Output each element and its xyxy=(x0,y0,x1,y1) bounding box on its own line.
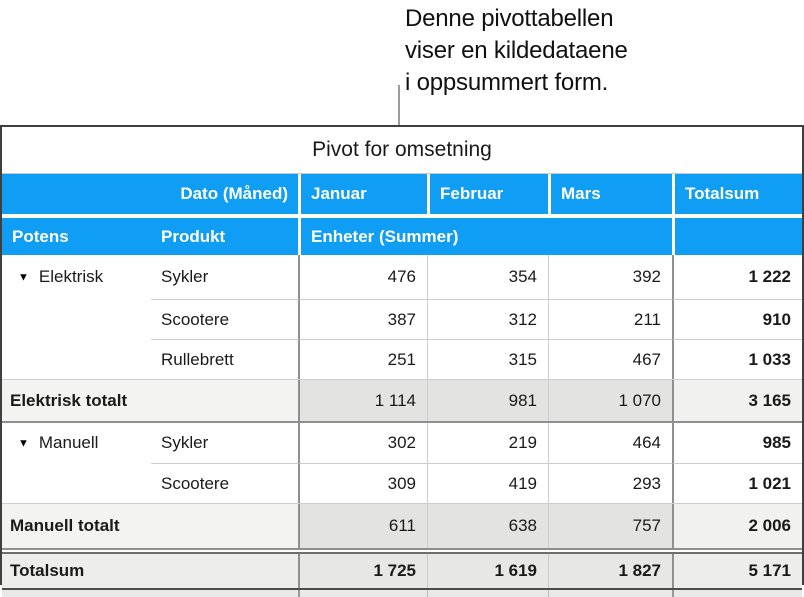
grand-total-cell[interactable]: 5 171 xyxy=(672,554,802,588)
header-cell-januar[interactable]: Januar xyxy=(298,174,427,214)
row-total-cell[interactable]: 1 021 xyxy=(672,463,802,503)
table-row: ▼ Manuell Sykler 302 219 464 985 xyxy=(2,423,802,463)
subtotal-value-cell[interactable]: 1 070 xyxy=(548,380,672,421)
grand-total-value-cell[interactable]: 1 725 xyxy=(298,554,427,588)
subtotal-value-cell[interactable]: 611 xyxy=(298,504,427,548)
header-cell-produkt[interactable]: Produkt xyxy=(161,226,226,246)
header-divider xyxy=(2,214,802,218)
group-label-cell-empty[interactable] xyxy=(2,299,151,339)
group-label: Manuell xyxy=(38,433,99,452)
product-cell[interactable]: Rullebrett xyxy=(151,339,298,379)
value-cell[interactable]: 464 xyxy=(548,423,672,463)
partial-cell xyxy=(2,590,298,597)
pivot-table: Pivot for omsetning Dato (Måned) Januar … xyxy=(0,125,804,597)
partial-cell xyxy=(427,590,548,597)
grand-total-label-cell[interactable]: Totalsum xyxy=(2,554,298,588)
value-cell[interactable]: 312 xyxy=(427,299,548,339)
header-cell-enheter-summer[interactable]: Enheter (Summer) xyxy=(298,218,672,255)
subtotal-value-cell[interactable]: 638 xyxy=(427,504,548,548)
group-label: Elektrisk xyxy=(38,267,104,286)
callout-connector-line xyxy=(398,85,400,127)
subtotal-total-cell[interactable]: 3 165 xyxy=(672,380,802,421)
partial-cell xyxy=(672,590,802,597)
value-cell[interactable]: 354 xyxy=(427,255,548,299)
product-cell[interactable]: Sykler xyxy=(161,433,209,452)
header-cell-mars[interactable]: Mars xyxy=(548,174,672,214)
disclosure-triangle-icon[interactable]: ▼ xyxy=(18,271,29,284)
subtotal-total-cell[interactable]: 2 006 xyxy=(672,504,802,548)
row-divider xyxy=(2,550,802,552)
group-label-cell-elektrisk[interactable]: ▼ Elektrisk xyxy=(2,255,151,299)
group-label-cell-empty[interactable] xyxy=(2,339,151,379)
header-cell-potens[interactable]: Potens xyxy=(12,226,69,246)
annotation-line: viser en kildedataene xyxy=(405,37,628,64)
annotation-callout: Denne pivottabellen viser en kildedataen… xyxy=(405,3,735,99)
value-cell[interactable]: 387 xyxy=(298,299,427,339)
value-cell[interactable]: 476 xyxy=(298,255,427,299)
row-total-cell[interactable]: 910 xyxy=(672,299,802,339)
header-cell-dato-maned[interactable]: Dato (Måned) xyxy=(180,184,288,203)
row-total-cell[interactable]: 1 033 xyxy=(672,339,802,379)
group-label-cell-empty[interactable] xyxy=(2,463,151,503)
header-cell-empty[interactable] xyxy=(672,218,802,255)
value-cell[interactable]: 219 xyxy=(427,423,548,463)
subtotal-label-cell[interactable]: Manuell totalt xyxy=(2,504,298,548)
value-cell[interactable]: 392 xyxy=(548,255,672,299)
grand-total-row: Totalsum 1 725 1 619 1 827 5 171 xyxy=(2,552,802,590)
disclosure-triangle-icon[interactable]: ▼ xyxy=(18,437,29,450)
grand-total-value-cell[interactable]: 1 827 xyxy=(548,554,672,588)
annotation-line: Denne pivottabellen xyxy=(405,5,614,32)
subtotal-value-cell[interactable]: 981 xyxy=(427,380,548,421)
value-cell[interactable]: 315 xyxy=(427,339,548,379)
value-cell[interactable]: 309 xyxy=(298,463,427,503)
group-label-cell-manuell[interactable]: ▼ Manuell xyxy=(2,423,151,463)
value-cell[interactable]: 293 xyxy=(548,463,672,503)
subtotal-value-cell[interactable]: 757 xyxy=(548,504,672,548)
value-cell[interactable]: 251 xyxy=(298,339,427,379)
table-row: ▼ Elektrisk Sykler 476 354 392 1 222 xyxy=(2,255,802,299)
table-row: Scootere 387 312 211 910 xyxy=(2,299,802,339)
subtotal-value-cell[interactable]: 1 114 xyxy=(298,380,427,421)
table-row: Scootere 309 419 293 1 021 xyxy=(2,463,802,503)
grand-total-value-cell[interactable]: 1 619 xyxy=(427,554,548,588)
partial-row-cutoff xyxy=(2,590,802,597)
product-cell[interactable]: Sykler xyxy=(161,267,209,286)
value-cell[interactable]: 302 xyxy=(298,423,427,463)
subtotal-label-cell[interactable]: Elektrisk totalt xyxy=(2,380,298,421)
value-cell[interactable]: 419 xyxy=(427,463,548,503)
value-cell[interactable]: 467 xyxy=(548,339,672,379)
header-row-months: Dato (Måned) Januar Februar Mars Totalsu… xyxy=(2,174,802,214)
subtotal-row-manuell: Manuell totalt 611 638 757 2 006 xyxy=(2,503,802,550)
header-row-fields: Potens Produkt Enheter (Summer) xyxy=(2,218,802,255)
product-cell[interactable]: Scootere xyxy=(151,463,298,503)
row-total-cell[interactable]: 985 xyxy=(672,423,802,463)
partial-cell xyxy=(548,590,672,597)
row-total-cell[interactable]: 1 222 xyxy=(672,255,802,299)
product-cell[interactable]: Scootere xyxy=(151,299,298,339)
subtotal-row-elektrisk: Elektrisk totalt 1 114 981 1 070 3 165 xyxy=(2,379,802,423)
table-title[interactable]: Pivot for omsetning xyxy=(2,127,802,174)
header-cell-totalsum[interactable]: Totalsum xyxy=(672,174,802,214)
value-cell[interactable]: 211 xyxy=(548,299,672,339)
header-cell-februar[interactable]: Februar xyxy=(427,174,548,214)
annotation-line: i oppsummert form. xyxy=(405,69,609,96)
table-row: Rullebrett 251 315 467 1 033 xyxy=(2,339,802,379)
partial-cell xyxy=(298,590,427,597)
